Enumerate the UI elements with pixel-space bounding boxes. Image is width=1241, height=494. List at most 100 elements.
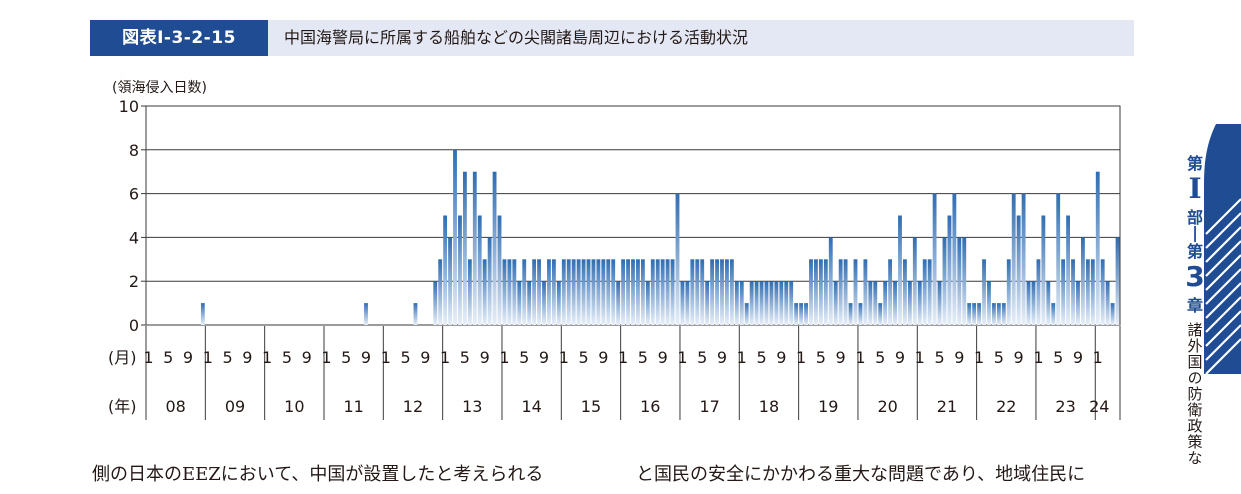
part-char-1: 第 [1186, 154, 1203, 173]
body-text-right: と国民の安全にかかわる重大な問題であり、地域住民に [636, 464, 1086, 485]
bar [551, 259, 556, 325]
bar [818, 259, 823, 325]
bar [700, 259, 705, 325]
bar [665, 259, 670, 325]
bar [942, 237, 947, 325]
part-char-2: 部 [1186, 208, 1203, 227]
bar [507, 259, 512, 325]
bar [556, 281, 561, 325]
bar [547, 259, 551, 325]
bar [888, 259, 893, 325]
bar [754, 281, 759, 325]
year-label: 14 [521, 397, 541, 416]
month-tick-label: 9 [895, 348, 905, 367]
bar [715, 259, 719, 325]
year-label: 10 [284, 397, 304, 416]
bar [710, 259, 715, 325]
month-row-label: (月) [108, 348, 137, 367]
bar [1051, 303, 1056, 325]
bar [680, 281, 685, 325]
month-tick-label: 1 [203, 348, 213, 367]
month-tick-label: 5 [756, 348, 766, 367]
chart-axes [145, 326, 1121, 420]
bar [1016, 215, 1021, 325]
bar [517, 281, 522, 325]
bar [200, 303, 205, 325]
month-tick-label: 5 [400, 348, 410, 367]
bar [542, 281, 546, 325]
bar [606, 259, 611, 325]
month-tick-label: 9 [361, 348, 371, 367]
bar [690, 259, 695, 325]
month-tick-label: 9 [302, 348, 312, 367]
year-label: 16 [640, 397, 660, 416]
bar [448, 237, 452, 325]
year-label: 13 [462, 397, 482, 416]
bar [932, 193, 937, 325]
month-tick-label: 5 [934, 348, 944, 367]
month-tick-label: 9 [1073, 348, 1083, 367]
chapter-number: 3 [1185, 260, 1205, 293]
bar [982, 259, 986, 325]
month-tick-label: 9 [598, 348, 608, 367]
bar [1080, 237, 1085, 325]
chart-grid [141, 105, 1121, 326]
bar [1046, 281, 1051, 325]
month-tick-label: 1 [677, 348, 687, 367]
month-tick-label: 5 [638, 348, 648, 367]
month-tick-label: 9 [658, 348, 668, 367]
y-tick-label: 6 [129, 185, 139, 204]
month-tick-label: 1 [855, 348, 865, 367]
year-label: 17 [699, 397, 719, 416]
month-tick-label: 1 [796, 348, 806, 367]
bar [720, 259, 724, 325]
year-label: 20 [877, 397, 897, 416]
month-tick-label: 5 [816, 348, 826, 367]
year-label: 15 [581, 397, 601, 416]
bar [992, 303, 996, 325]
bar [764, 281, 769, 325]
month-tick-label: 9 [183, 348, 193, 367]
bar [917, 281, 922, 325]
bar [621, 259, 626, 325]
bar [1115, 237, 1120, 325]
bar [611, 259, 616, 325]
bar [660, 259, 665, 325]
bar [645, 281, 650, 325]
bar [833, 281, 838, 325]
bar [1021, 193, 1026, 325]
year-label: 11 [343, 397, 363, 416]
bar [848, 303, 853, 325]
month-tick-label: 9 [717, 348, 727, 367]
bar [947, 215, 952, 325]
bar [996, 303, 1001, 325]
month-tick-label: 9 [539, 348, 549, 367]
bar [823, 259, 828, 325]
bar [670, 259, 675, 325]
bar [596, 259, 601, 325]
bar [512, 259, 517, 325]
y-tick-label: 8 [129, 141, 139, 160]
month-tick-label: 1 [1093, 348, 1103, 367]
bar [1066, 215, 1071, 325]
bar [502, 259, 507, 325]
bar [685, 281, 690, 325]
month-tick-label: 5 [282, 348, 292, 367]
bar [883, 281, 888, 325]
bar [922, 259, 927, 325]
month-tick-label: 5 [1053, 348, 1063, 367]
chapter-char-1: 第 [1186, 242, 1203, 261]
bar [725, 259, 729, 325]
bar [749, 281, 754, 325]
y-tick-label: 4 [129, 228, 139, 247]
bar [903, 259, 907, 325]
bar [1076, 281, 1080, 325]
bar [967, 303, 972, 325]
month-tick-label: 1 [1033, 348, 1043, 367]
bar [1041, 215, 1046, 325]
tab-divider: | [1192, 223, 1198, 242]
bar [640, 259, 645, 325]
bar [1001, 303, 1006, 325]
month-tick-label: 5 [994, 348, 1004, 367]
